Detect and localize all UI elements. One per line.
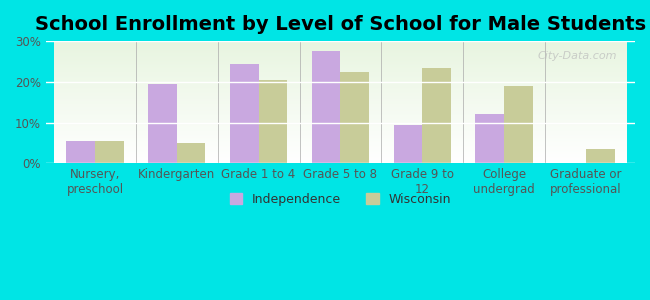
Legend: Independence, Wisconsin: Independence, Wisconsin bbox=[224, 187, 458, 212]
Bar bbox=[148, 84, 177, 163]
Bar bbox=[394, 124, 422, 163]
Bar bbox=[230, 64, 259, 163]
Title: School Enrollment by Level of School for Male Students: School Enrollment by Level of School for… bbox=[35, 15, 646, 34]
Bar bbox=[504, 86, 533, 163]
Bar bbox=[475, 114, 504, 163]
Bar bbox=[341, 72, 369, 163]
Bar bbox=[259, 80, 287, 163]
Bar bbox=[312, 51, 341, 163]
Text: City-Data.com: City-Data.com bbox=[538, 51, 618, 61]
Bar bbox=[95, 141, 124, 163]
Bar bbox=[586, 149, 614, 163]
Bar bbox=[177, 143, 205, 163]
Bar bbox=[66, 141, 95, 163]
Bar bbox=[422, 68, 451, 163]
